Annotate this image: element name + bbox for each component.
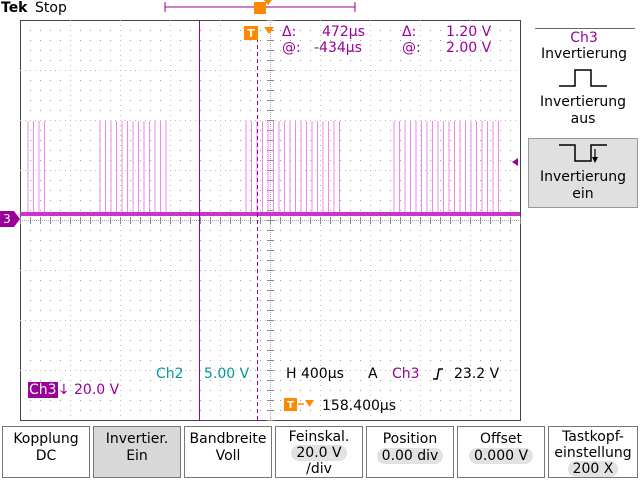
- side-menu-divider: [535, 28, 635, 29]
- side-menu-title-function: Invertierung: [540, 46, 628, 62]
- fine-scale-label: Feinskal.: [288, 429, 350, 445]
- invert-off-label-1: Invertierung: [539, 94, 627, 110]
- trigger-position-value: 158.400µs: [322, 398, 397, 414]
- trigger-mode: A: [368, 366, 378, 382]
- invert-off-waveform-icon: [559, 69, 607, 87]
- invert-off-button[interactable]: Invertierung aus: [528, 64, 638, 134]
- trigger-level-arrow-icon: [512, 158, 518, 166]
- horizontal-scale: H 400µs: [286, 366, 344, 382]
- volt-delta-value: 1.20 V: [446, 24, 492, 40]
- trigger-position-readout-icon: T: [284, 398, 314, 411]
- ch2-scale: 5.00 V: [204, 366, 250, 382]
- offset-label: Offset: [479, 431, 523, 447]
- trigger-position-icon: T: [244, 26, 274, 40]
- fine-scale-value: 20.0 V: [291, 445, 347, 461]
- ch3-ground-marker: 3: [0, 211, 14, 227]
- invert-on-label-1: Invertierung: [539, 169, 627, 185]
- time-at-value: -434µs: [314, 40, 362, 56]
- ch3-scale: 20.0 V: [74, 382, 120, 398]
- brand-logo: Tek: [1, 0, 28, 16]
- ch3-ground-arrow-icon: [14, 211, 20, 227]
- time-at-label: @:: [282, 40, 301, 56]
- position-label: Position: [382, 431, 438, 447]
- side-menu-title: Ch3 Invertierung: [530, 30, 638, 62]
- invert-on-waveform-icon: [559, 144, 607, 163]
- offset-value: 0.000 V: [468, 448, 534, 464]
- rising-edge-icon: [433, 368, 443, 380]
- bandwidth-label: Bandbreite: [189, 431, 267, 447]
- coupling-label: Kopplung: [13, 431, 79, 447]
- probe-setup-value: 200 X: [567, 461, 619, 477]
- bottom-position-button[interactable]: Position 0.00 div: [366, 426, 454, 478]
- side-menu-title-channel: Ch3: [570, 30, 598, 46]
- acquisition-status: Stop: [35, 0, 67, 16]
- ch3-invert-arrow-icon: ↓: [58, 382, 70, 398]
- bottom-offset-button[interactable]: Offset 0.000 V: [457, 426, 545, 478]
- probe-setup-label-1: Tastkopf-: [562, 429, 624, 445]
- svg-text:T: T: [247, 27, 255, 40]
- bottom-coupling-button[interactable]: Kopplung DC: [2, 426, 90, 478]
- probe-setup-label-2: einstellung: [554, 445, 632, 461]
- bottom-invert-button[interactable]: Invertier. Ein: [93, 426, 181, 478]
- graticule: [20, 20, 521, 421]
- time-delta-label: Δ:: [282, 24, 297, 40]
- volt-delta-label: Δ:: [402, 24, 417, 40]
- bottom-fine-scale-button[interactable]: Feinskal. 20.0 V /div: [275, 426, 363, 478]
- invert-on-button[interactable]: Invertierung ein: [528, 138, 638, 208]
- volt-at-value: 2.00 V: [446, 40, 492, 56]
- bottom-bandwidth-button[interactable]: Bandbreite Voll: [184, 426, 272, 478]
- svg-text:T: T: [287, 400, 294, 411]
- volt-at-label: @:: [402, 40, 421, 56]
- bandwidth-value: Voll: [215, 448, 241, 464]
- ch2-label: Ch2: [156, 366, 184, 382]
- bottom-probe-setup-button[interactable]: Tastkopf- einstellung 200 X: [548, 426, 638, 478]
- coupling-value: DC: [35, 448, 57, 464]
- fine-scale-unit: /div: [306, 461, 332, 477]
- invert-value: Ein: [126, 448, 148, 464]
- invert-label: Invertier.: [105, 431, 169, 447]
- invert-on-label-2: ein: [572, 186, 594, 202]
- trigger-source: Ch3: [392, 366, 420, 382]
- invert-off-label-2: aus: [570, 111, 596, 127]
- record-position-bar: [164, 0, 356, 14]
- ch3-ground-label: 3: [3, 212, 11, 226]
- position-value: 0.00 div: [376, 448, 444, 464]
- time-delta-value: 472µs: [322, 24, 365, 40]
- trigger-level: 23.2 V: [454, 366, 500, 382]
- ch3-scale-badge: Ch3: [28, 382, 58, 398]
